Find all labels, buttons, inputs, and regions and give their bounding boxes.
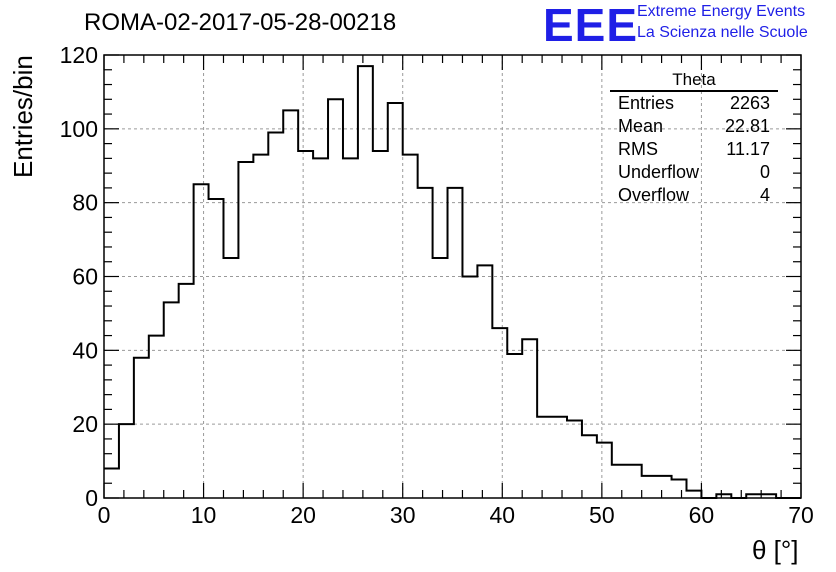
histogram-bin xyxy=(388,103,403,498)
x-tick-label: 60 xyxy=(689,502,715,528)
histogram-bin xyxy=(134,358,149,498)
histogram-bin xyxy=(298,151,313,498)
histogram-bin xyxy=(283,110,298,498)
histogram-bin xyxy=(194,184,209,498)
histogram-bin xyxy=(223,258,238,498)
y-tick-label: 0 xyxy=(85,485,98,511)
stats-label: Underflow xyxy=(618,162,700,182)
stats-box: Theta Entries 2263 Mean 22.81 RMS 11.17 … xyxy=(610,70,778,207)
histogram-bin xyxy=(253,155,268,498)
histogram-bin xyxy=(328,99,343,498)
stats-value: 4 xyxy=(759,185,770,205)
stats-label: Mean xyxy=(618,116,664,136)
histogram-bin xyxy=(343,158,358,498)
stats-title: Theta xyxy=(610,70,778,92)
stats-label: Overflow xyxy=(618,185,690,205)
histogram-bin xyxy=(567,420,582,498)
stats-label: Entries xyxy=(618,93,675,113)
histogram-bin xyxy=(462,277,477,499)
histogram-bin xyxy=(418,188,433,498)
stats-row-overflow: Overflow 4 xyxy=(610,184,778,207)
x-tick-label: 0 xyxy=(98,502,111,528)
histogram-bin xyxy=(552,417,567,498)
histogram-bin xyxy=(209,199,224,498)
histogram-bin xyxy=(403,155,418,498)
eee-logo-mark: EEE xyxy=(543,0,639,51)
histogram-bin xyxy=(448,188,463,498)
histogram-bin xyxy=(164,302,179,498)
stats-label: RMS xyxy=(618,139,658,159)
histogram-bin xyxy=(672,480,687,498)
axis-ticks xyxy=(103,54,802,499)
histogram-bin xyxy=(507,354,522,498)
y-tick-label: 80 xyxy=(72,190,98,216)
y-tick-label: 60 xyxy=(72,264,98,290)
histogram-bin xyxy=(627,465,642,498)
histogram-bin xyxy=(597,443,612,498)
histogram-bin xyxy=(477,265,492,498)
y-tick-label: 120 xyxy=(60,42,98,68)
histogram-series xyxy=(104,65,801,499)
logo-text-line1: Extreme Energy Events xyxy=(637,3,806,20)
x-tick-label: 40 xyxy=(489,502,515,528)
histogram-bin xyxy=(238,162,253,498)
stats-row-entries: Entries 2263 xyxy=(610,92,778,115)
chart-title: ROMA-02-2017-05-28-00218 xyxy=(84,9,397,36)
histogram-bin xyxy=(582,435,597,498)
histogram-bin xyxy=(119,424,134,498)
histogram-outline xyxy=(104,65,801,499)
stats-value: 0 xyxy=(759,162,770,182)
y-tick-label: 20 xyxy=(72,411,98,437)
histogram-bin xyxy=(686,491,701,498)
histogram-bin xyxy=(612,465,627,498)
x-tick-label: 70 xyxy=(788,502,814,528)
y-tick-label: 40 xyxy=(72,337,98,363)
histogram-bin xyxy=(433,258,448,498)
x-tick-label: 50 xyxy=(589,502,615,528)
histogram-bin xyxy=(642,476,657,498)
logo-text-line2: La Scienza nelle Scuole xyxy=(637,24,808,41)
histogram-bin xyxy=(373,151,388,498)
histogram-bin xyxy=(268,133,283,498)
histogram-bin xyxy=(179,284,194,498)
y-tick-label: 100 xyxy=(60,116,98,142)
histogram-bin xyxy=(313,158,328,498)
histogram-bin xyxy=(492,328,507,498)
y-axis-label: Entries/bin xyxy=(8,55,38,178)
histogram-bin xyxy=(149,336,164,498)
histogram-bin xyxy=(657,476,672,498)
stats-value: 11.17 xyxy=(726,139,770,159)
x-tick-label: 30 xyxy=(390,502,416,528)
stats-value: 22.81 xyxy=(724,116,770,136)
histogram-bin xyxy=(537,417,552,498)
stats-row-mean: Mean 22.81 xyxy=(610,115,778,138)
x-tick-label: 10 xyxy=(191,502,217,528)
stats-row-underflow: Underflow 0 xyxy=(610,161,778,184)
stats-row-rms: RMS 11.17 xyxy=(610,138,778,161)
histogram-bin xyxy=(522,339,537,498)
x-tick-label: 20 xyxy=(290,502,316,528)
stats-value: 2263 xyxy=(729,93,770,113)
x-axis-label: θ [°] xyxy=(752,535,799,565)
histogram-bin xyxy=(358,66,373,498)
